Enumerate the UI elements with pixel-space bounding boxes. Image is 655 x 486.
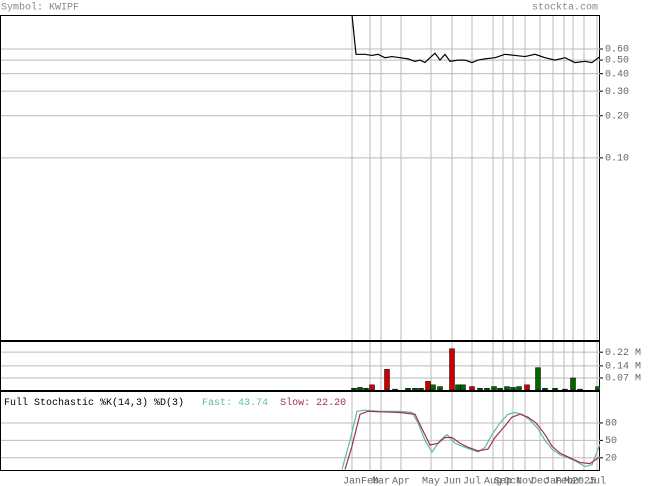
line [344, 410, 600, 470]
x-tick-label: Apr [392, 477, 410, 486]
x-tick-label: Aug [484, 477, 502, 486]
volume-bar [516, 386, 522, 390]
volume-bar [535, 367, 541, 390]
y-tick-label: 0.20 [605, 111, 629, 122]
volume-bar [425, 381, 431, 390]
y-tick-label: 20 [605, 453, 617, 464]
y-tick-label: 0.30 [605, 87, 629, 98]
x-tick-label: Jan [544, 477, 562, 486]
x-tick-label: Mar [564, 477, 582, 486]
y-tick-label: 0.50 [605, 56, 629, 67]
x-tick-label: 2025 [572, 477, 596, 486]
y-tick-label: 0.60 [605, 45, 629, 56]
volume-bar [477, 388, 483, 390]
volume-bar [552, 388, 558, 390]
panel-frame [0, 15, 600, 341]
x-tick-label: Feb [361, 476, 379, 486]
volume-bar [392, 388, 398, 390]
volume-bar [418, 388, 424, 390]
legend-value: 43.74 [238, 398, 268, 409]
legend-value: 22.20 [316, 398, 346, 409]
y-tick-label: 50 [605, 436, 617, 447]
plot [351, 15, 600, 64]
y-tick-label: 0.14 M [605, 362, 641, 373]
volume-bar [577, 388, 583, 390]
x-tick-label: Jul [588, 476, 606, 486]
volume-bar [351, 388, 357, 390]
x-tick-label: Sep [494, 477, 512, 486]
line [351, 15, 600, 64]
title-text: Full Stochastic %K(14,3) %D(3) [4, 397, 184, 409]
volume-bar [384, 369, 390, 390]
y-tick-label: 0.22 M [605, 348, 641, 359]
x-tick-label: Dec [531, 477, 549, 486]
volume-bar [449, 348, 455, 390]
symbol: Symbol: KWIPF [1, 2, 79, 14]
volume-bar [469, 386, 475, 390]
volume-bar [484, 388, 490, 390]
x-tick-label: Nov [516, 477, 534, 486]
panels: 0.600.50 0.40 0.30 0.20 0.10 0.22 M 0.14 M0.07… [0, 15, 641, 486]
volume-bar [412, 388, 418, 390]
x-tick-label: May [422, 477, 440, 486]
x-tick-label: Feb [555, 476, 573, 486]
volume-bar [497, 388, 503, 390]
volume-bar [595, 386, 600, 390]
legend-name: Slow: [280, 397, 310, 409]
volume-bar [524, 384, 530, 390]
y-tick-label: 80 [605, 419, 617, 430]
x-tick-label: Jul [463, 476, 481, 486]
volume-bar [357, 387, 363, 390]
volume-bar [460, 384, 466, 390]
volume-bar [542, 388, 548, 390]
x-tick-label: Jun [443, 477, 461, 486]
volume-bar [405, 388, 411, 390]
volume-bar [570, 377, 576, 390]
plot [341, 409, 600, 470]
volume-bar [455, 384, 461, 390]
y-tick-label: 0.10 [605, 154, 629, 165]
volume-bar [437, 386, 443, 390]
volume-bar [491, 386, 497, 390]
volume-bar [363, 388, 369, 390]
indicator-title: Full Stochastic %K(14,3) %D(3) Fast: 43.74… [4, 397, 346, 409]
y-tick-label: 0.07 M [605, 374, 641, 385]
volume-bar [510, 387, 516, 390]
panel-frame [0, 391, 600, 471]
site: stockta.com [532, 2, 598, 14]
x-tick-label: Mar [372, 477, 390, 486]
y-tick-label: 0.40 [605, 69, 629, 80]
legend-name: Fast: [202, 398, 232, 409]
volume-bar [369, 384, 375, 390]
volume-bar [504, 386, 510, 390]
plot [351, 348, 600, 390]
volume-bar [430, 384, 436, 390]
volume-bar [562, 388, 568, 390]
x-tick-label: Oct [504, 477, 522, 486]
x-tick-label: Jan [343, 477, 361, 486]
